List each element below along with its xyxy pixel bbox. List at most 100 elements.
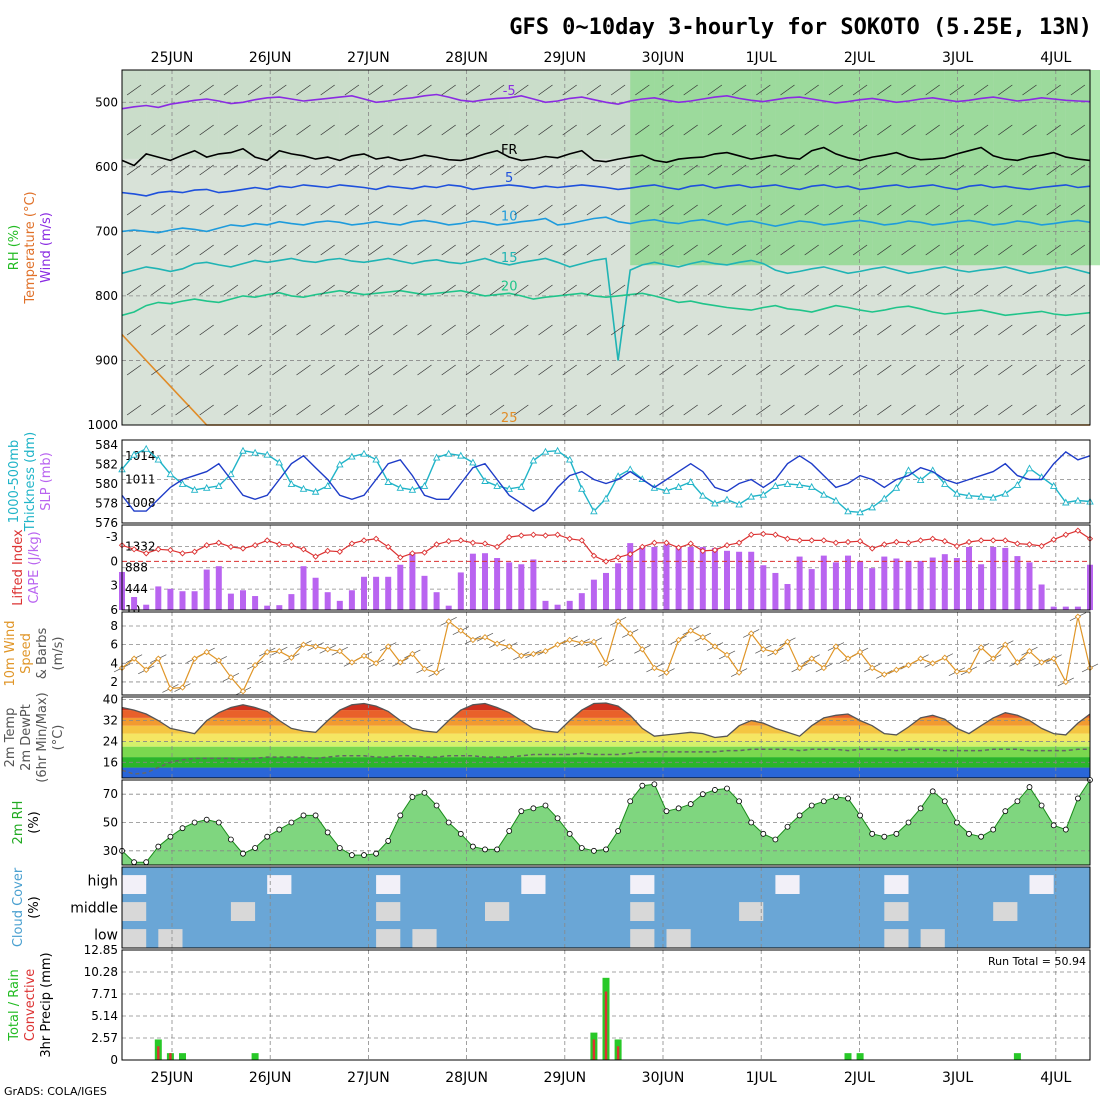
wind-barb — [780, 244, 795, 256]
rh-marker — [1050, 822, 1057, 829]
wind-barb — [828, 244, 844, 256]
lifted-index-marker — [602, 558, 610, 565]
rh-marker — [276, 826, 283, 833]
lifted-index-marker — [1050, 536, 1057, 543]
rh-marker — [1002, 808, 1009, 815]
y-tick-label: 0 — [110, 1053, 118, 1067]
wind-barb — [635, 244, 650, 256]
wind-speed-marker — [977, 644, 985, 651]
cloud-gap — [230, 902, 256, 921]
wind-barb — [1070, 204, 1086, 216]
cloud-gap — [920, 929, 945, 948]
wind-barb — [175, 244, 190, 256]
lifted-index-marker — [167, 546, 174, 554]
wind-speed-marker — [796, 664, 803, 672]
y-tick-label: 0 — [110, 554, 118, 568]
series-marker — [408, 485, 417, 493]
lifted-index-marker — [796, 537, 803, 544]
lifted-index-marker — [965, 538, 973, 546]
lifted-index-marker — [760, 530, 767, 538]
wind-barb — [901, 364, 916, 376]
wind-barb — [901, 404, 916, 416]
lifted-index-marker — [699, 547, 706, 555]
bottom-date-label: 30JUN — [642, 1070, 685, 1086]
series-line — [121, 451, 1091, 512]
rh-shading-column — [146, 70, 171, 159]
axis-label: 10m Wind — [3, 620, 18, 686]
wind-barb — [538, 284, 553, 296]
lifted-index-marker — [312, 553, 319, 560]
axis-label: Lifted Index — [11, 529, 26, 606]
lifted-index-marker — [518, 532, 525, 539]
panel-border — [121, 866, 1091, 949]
wind-barb — [925, 124, 940, 136]
cape-bar — [784, 584, 791, 610]
wind-barb — [586, 124, 602, 136]
lifted-index-marker — [264, 537, 271, 544]
wind-barb — [514, 204, 529, 216]
wind-barb — [465, 364, 481, 376]
wind-barb — [877, 84, 892, 96]
wind-barb — [441, 404, 456, 416]
rh-shading-column — [485, 70, 510, 159]
lifted-index-marker — [493, 543, 501, 550]
cape-bar — [639, 545, 646, 610]
wind-barb — [223, 404, 239, 416]
wind-barb — [538, 244, 553, 256]
rh-shading-column — [364, 70, 389, 159]
series-marker — [1001, 489, 1010, 497]
wind-speed-marker — [869, 664, 876, 672]
wind-barb — [731, 364, 747, 376]
wind-barb — [877, 404, 892, 416]
wind-barb — [272, 124, 287, 136]
rh-marker — [336, 845, 343, 851]
cape-bar — [796, 556, 803, 610]
wind-barb — [320, 364, 335, 376]
wind-barb — [610, 124, 626, 136]
wind-barb — [151, 324, 166, 336]
wind-barb — [417, 404, 432, 416]
wind-barb — [925, 244, 940, 256]
wind-barb — [368, 324, 384, 336]
temp-band — [122, 741, 1090, 747]
rh-marker — [966, 830, 972, 837]
wind-barb — [973, 84, 989, 96]
wind-barb — [296, 204, 311, 216]
rh-marker — [1026, 784, 1033, 790]
axis-label: RH (%) — [7, 225, 22, 270]
rh-shading-column — [267, 70, 292, 159]
rh-marker — [1038, 802, 1045, 809]
cape-bar — [615, 563, 622, 610]
cape-bar — [469, 553, 476, 610]
wind-barb — [417, 364, 432, 376]
lifted-index-marker — [1026, 541, 1033, 548]
lifted-index-marker — [385, 543, 392, 550]
rh-shading-column — [170, 70, 195, 159]
wind-barb — [514, 284, 529, 296]
wind-barb — [151, 404, 166, 416]
wind-speed-marker — [881, 671, 888, 678]
wind-barb — [828, 124, 844, 136]
wind-barb — [998, 364, 1013, 376]
wind-barb — [538, 404, 553, 416]
wind-barb — [151, 284, 166, 296]
y-tick-label: 600 — [95, 160, 118, 174]
wind-barb — [586, 364, 602, 376]
wind-barb — [780, 364, 795, 376]
wind-barb — [441, 284, 456, 296]
wind-speed-marker — [130, 655, 138, 662]
series-marker — [747, 492, 755, 500]
wind-barb — [417, 124, 432, 136]
rh-marker — [675, 805, 682, 812]
wind-barb — [683, 284, 698, 296]
rh-marker — [300, 812, 307, 819]
cloud-gap — [630, 875, 655, 894]
wind-barb — [828, 404, 844, 416]
cape-bar — [1062, 606, 1069, 610]
wind-barb — [368, 364, 384, 376]
wind-barb — [1022, 284, 1037, 296]
wind-barb — [707, 284, 723, 296]
rh-marker — [869, 830, 876, 837]
wind-speed-marker — [1002, 641, 1009, 648]
cloud-gap — [884, 902, 909, 921]
